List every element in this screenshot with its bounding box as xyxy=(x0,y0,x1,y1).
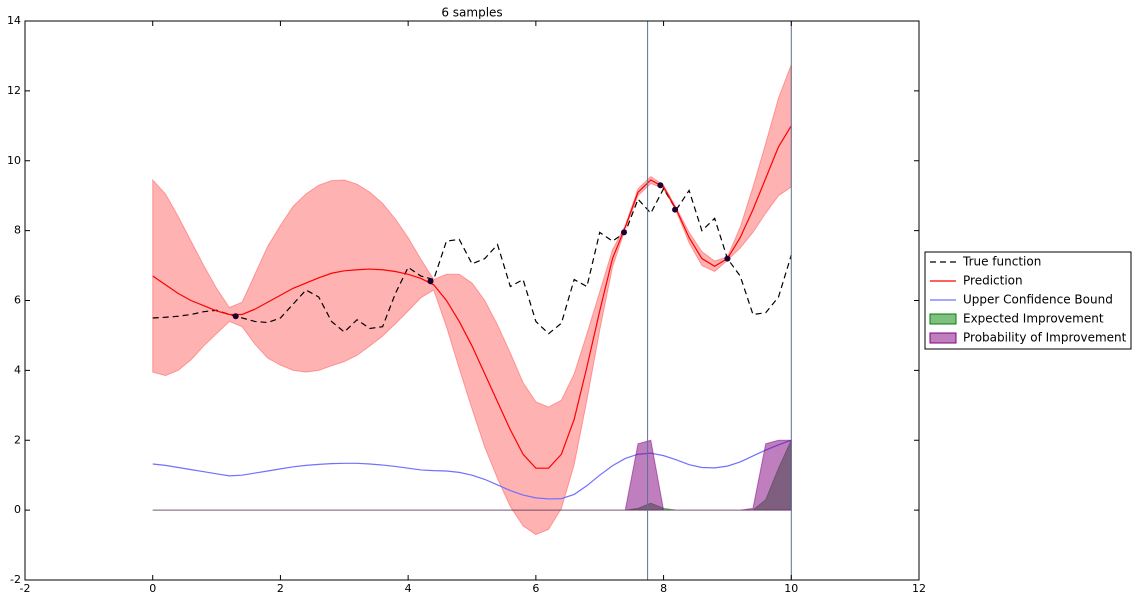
sample-point xyxy=(724,255,731,262)
sample-point xyxy=(232,313,239,320)
x-tick-label: 6 xyxy=(532,582,539,595)
sample-point xyxy=(427,278,434,285)
line xyxy=(152,187,792,335)
y-tick-label: 2 xyxy=(14,433,21,446)
x-tick-label: 12 xyxy=(912,582,926,595)
legend-label: Probability of Improvement xyxy=(963,331,1127,345)
x-tick-label: 8 xyxy=(660,582,667,595)
y-tick-label: 8 xyxy=(14,224,21,237)
x-tick-label: -2 xyxy=(20,582,31,595)
legend-label: Upper Confidence Bound xyxy=(963,293,1113,307)
x-tick-label: 4 xyxy=(405,582,412,595)
x-tick-label: 0 xyxy=(149,582,156,595)
line xyxy=(152,125,792,469)
y-tick-label: 0 xyxy=(14,503,21,516)
line xyxy=(152,439,792,500)
legend: True function Prediction Upper Confidence … xyxy=(924,251,1132,350)
legend-swatch xyxy=(929,332,957,344)
sample-point xyxy=(657,182,664,189)
sample-point xyxy=(620,229,627,236)
legend-swatch xyxy=(929,313,957,325)
chart-title: 6 samples xyxy=(441,6,502,20)
y-tick-label: 4 xyxy=(14,363,21,376)
x-tick-label: 10 xyxy=(784,582,798,595)
y-tick-label: 12 xyxy=(7,84,21,97)
area xyxy=(152,439,792,511)
y-tick-label: 10 xyxy=(7,154,21,167)
legend-box xyxy=(924,251,1132,350)
legend-label: True function xyxy=(962,255,1041,269)
x-tick-label: 2 xyxy=(277,582,284,595)
legend-label: Expected Improvement xyxy=(963,312,1104,326)
y-tick-label: 6 xyxy=(14,294,21,307)
y-tick-label: 14 xyxy=(7,14,21,27)
plot-area xyxy=(152,21,792,580)
sample-point xyxy=(672,206,679,213)
legend-label: Prediction xyxy=(963,274,1023,288)
y-tick-label: -2 xyxy=(10,573,21,586)
